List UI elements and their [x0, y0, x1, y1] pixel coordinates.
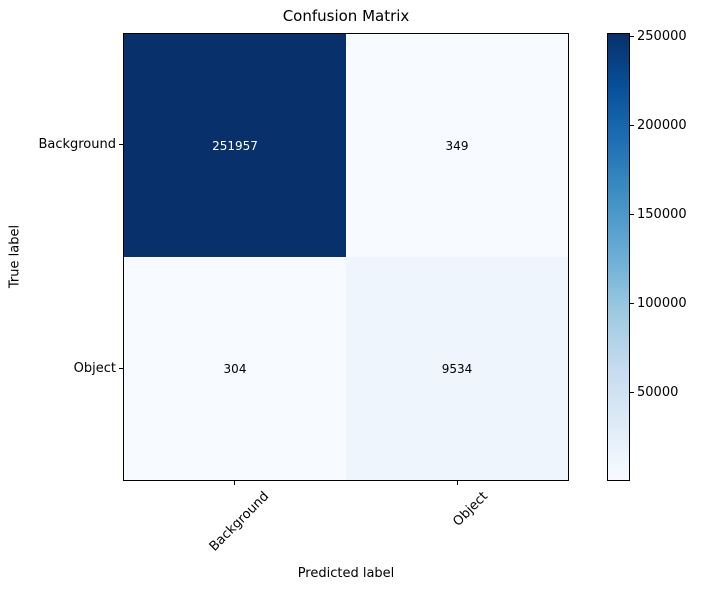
cell-value: 9534: [441, 361, 473, 376]
y-tick-label-background: Background: [38, 137, 116, 152]
x-tickmark: [234, 481, 235, 485]
x-tick-label-background: Background: [207, 489, 273, 555]
x-axis-label: Predicted label: [297, 566, 395, 581]
colorbar-tick-label: 250000: [637, 29, 687, 44]
y-axis-label: True label: [7, 224, 23, 289]
colorbar-tick-label: 200000: [637, 118, 687, 133]
colorbar-tickmark: [630, 36, 634, 37]
y-tick-label-object: Object: [73, 361, 116, 376]
colorbar-tick-label: 50000: [637, 385, 679, 400]
chart-title: Confusion Matrix: [282, 7, 410, 25]
x-tickmark: [457, 481, 458, 485]
y-tickmark: [119, 144, 123, 145]
cell-value: 349: [445, 138, 469, 153]
cell-object-background: 304: [124, 257, 346, 480]
heatmap-axes: 251957 349 304 9534: [123, 33, 569, 481]
colorbar-tick-label: 100000: [637, 296, 687, 311]
colorbar-tickmark: [630, 214, 634, 215]
colorbar-tickmark: [630, 392, 634, 393]
x-tick-label-object: Object: [450, 489, 491, 530]
y-tickmark: [119, 368, 123, 369]
colorbar-tick-label: 150000: [637, 207, 687, 222]
cell-object-object: 9534: [346, 257, 568, 480]
cell-background-background: 251957: [124, 34, 346, 257]
colorbar-tickmark: [630, 125, 634, 126]
cell-value: 304: [223, 361, 247, 376]
colorbar-tickmark: [630, 303, 634, 304]
cell-background-object: 349: [346, 34, 568, 257]
colorbar: [607, 33, 630, 481]
cell-value: 251957: [212, 138, 258, 153]
colorbar-gradient: [608, 34, 629, 480]
